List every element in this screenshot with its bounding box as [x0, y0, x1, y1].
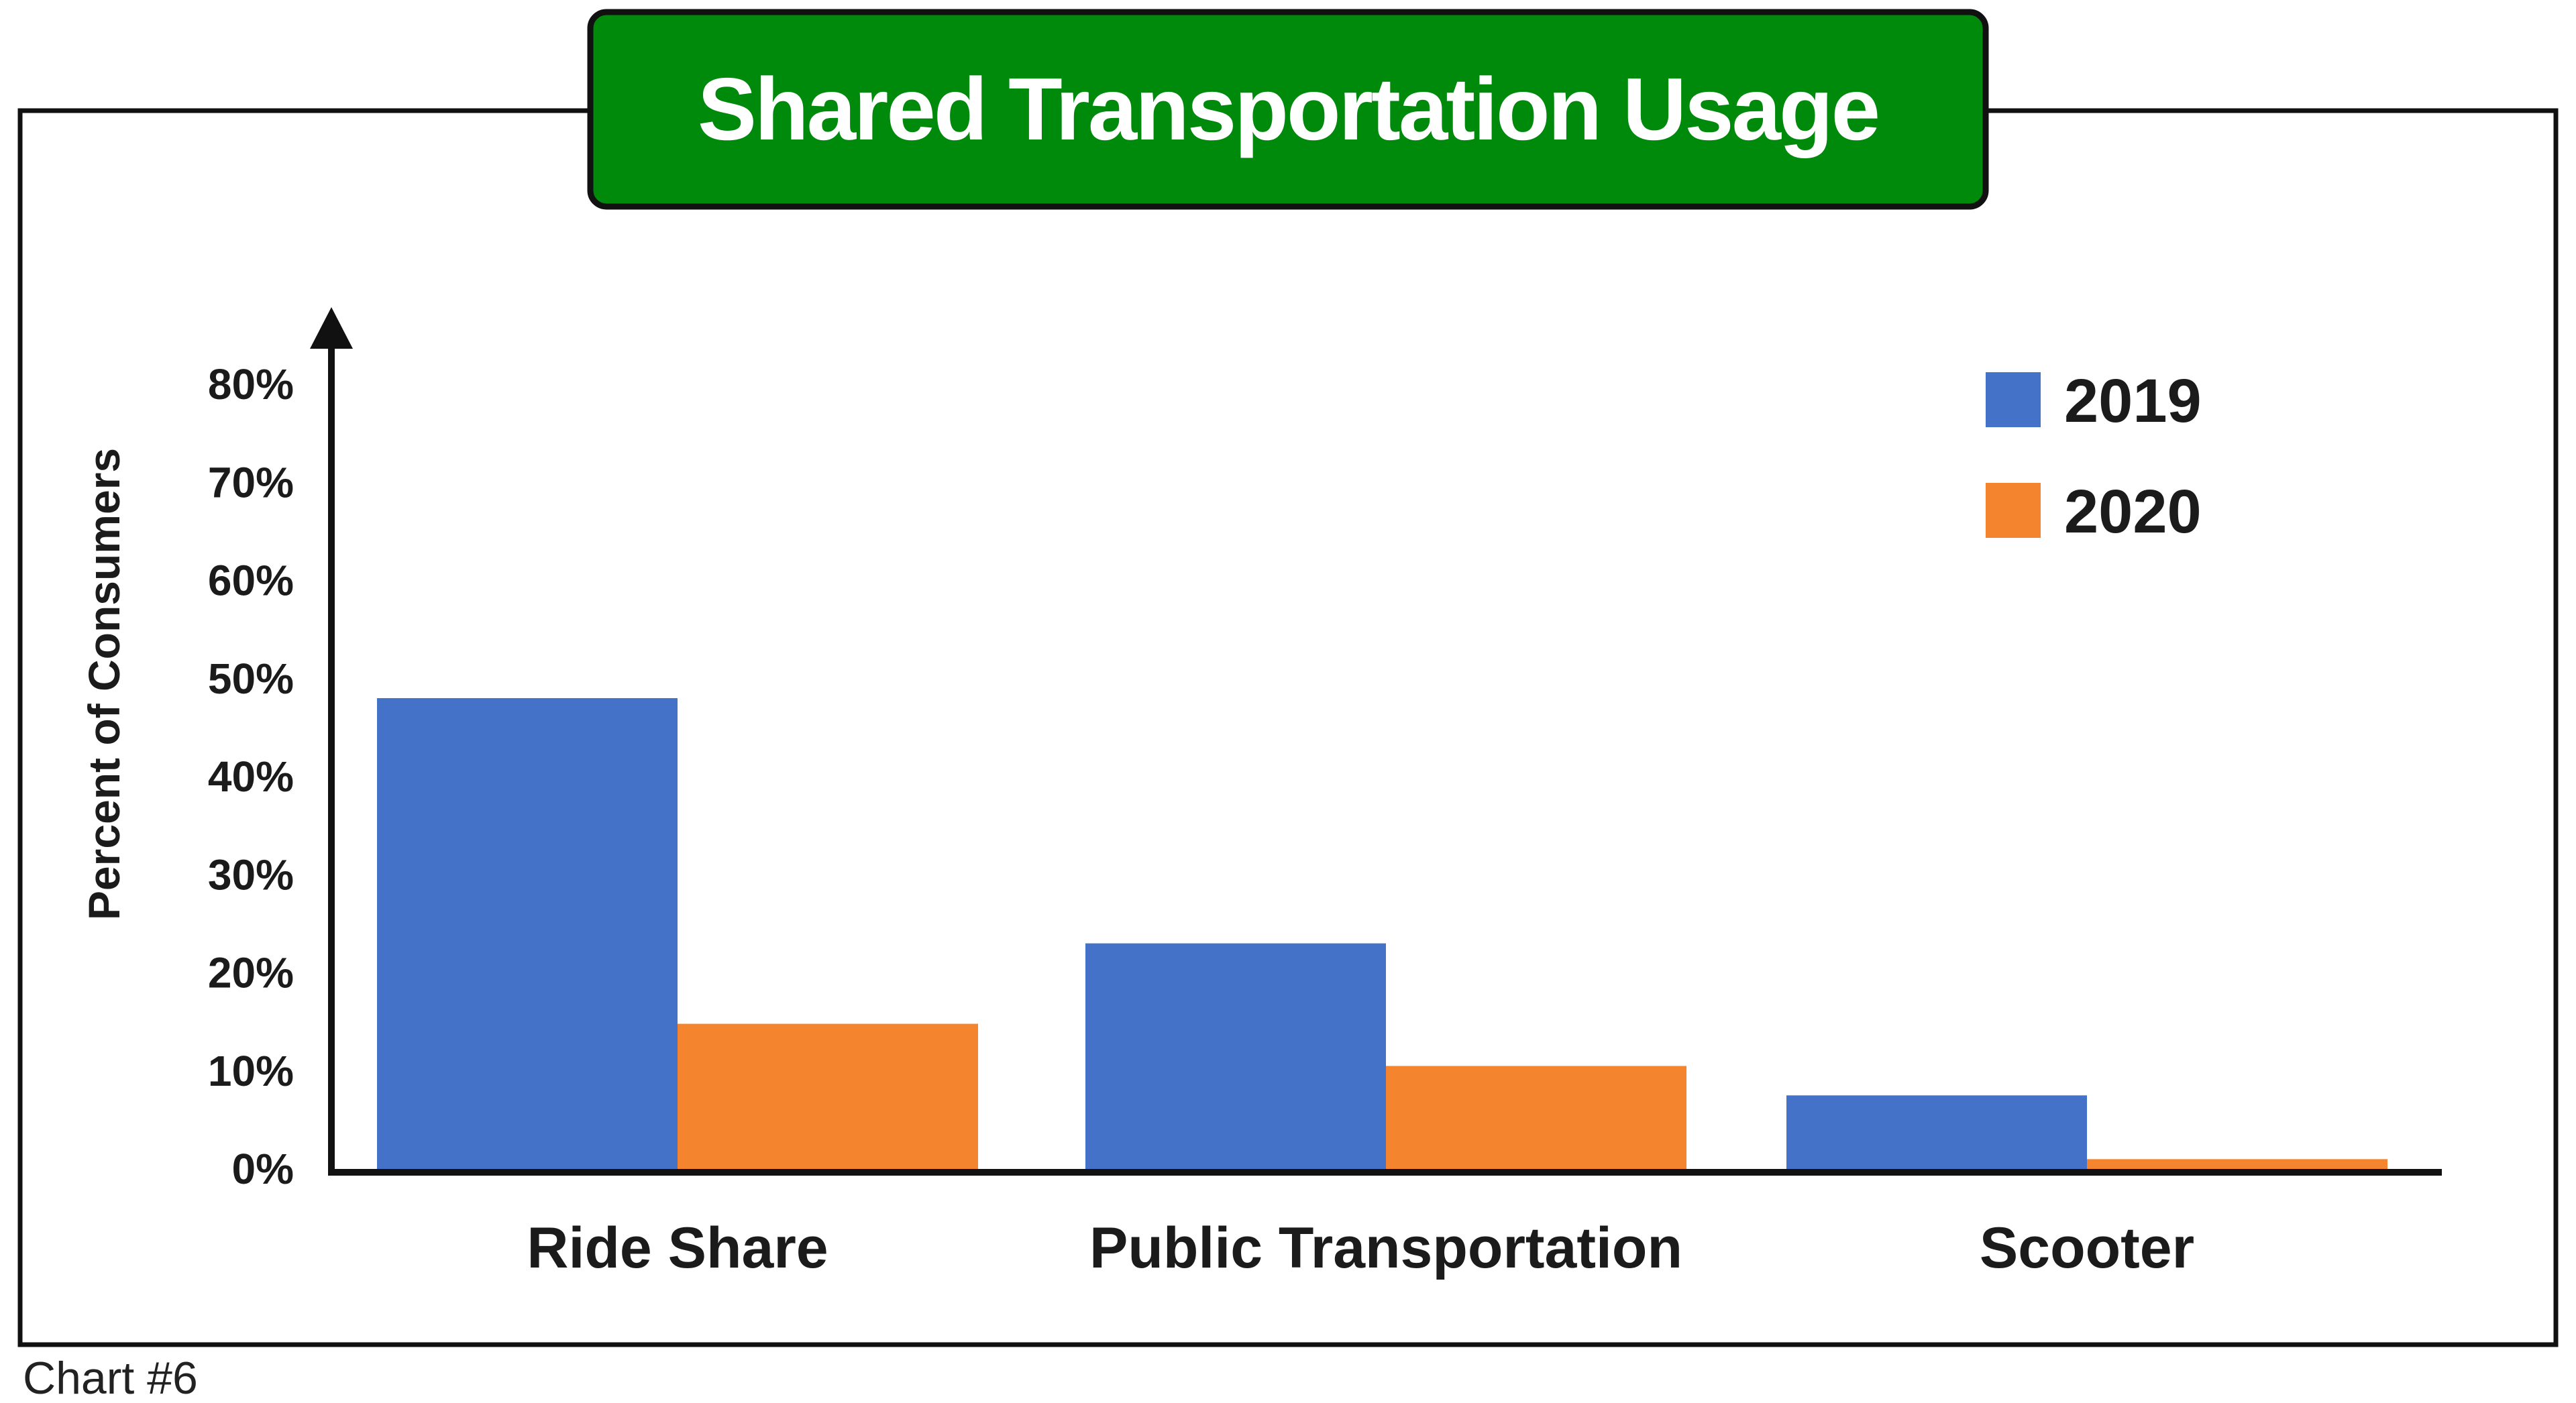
bar-2020-ride-share: [678, 1023, 978, 1169]
y-tick-label: 0%: [232, 1145, 294, 1193]
axes: [310, 307, 2442, 1176]
category-label: Public Transportation: [1089, 1216, 1682, 1280]
y-tick-label: 40%: [208, 752, 294, 801]
title-banner: Shared Transportation Usage: [587, 9, 1989, 210]
bar-2019-public-transportation: [1085, 943, 1386, 1169]
y-tick-label: 50%: [208, 655, 294, 703]
bar-2020-scooter: [2087, 1159, 2387, 1169]
title-box: [587, 9, 1989, 210]
legend-swatch-2019: [1986, 372, 2041, 427]
category-label: Scooter: [1980, 1216, 2194, 1280]
legend-label-2019: 2019: [2064, 367, 2202, 435]
y-tick-label: 10%: [208, 1047, 294, 1095]
y-tick-label: 80%: [208, 360, 294, 408]
y-tick-label: 70%: [208, 458, 294, 506]
y-axis-label: Percent of Consumers: [79, 448, 129, 920]
legend: 2019 2020: [1986, 367, 2202, 546]
bar-2019-scooter: [1786, 1095, 2087, 1169]
bars: [377, 698, 2387, 1169]
y-tick-label: 30%: [208, 850, 294, 899]
y-axis-arrow: [310, 307, 353, 349]
y-tick-labels: 0% 10% 20% 30% 40% 50% 60% 70% 80%: [208, 360, 294, 1193]
category-labels: Ride Share Public Transportation Scooter: [527, 1216, 2194, 1280]
bar-2020-public-transportation: [1386, 1066, 1686, 1169]
legend-swatch-2020: [1986, 483, 2041, 538]
legend-label-2020: 2020: [2064, 478, 2202, 546]
chart-caption: Chart #6: [23, 1353, 198, 1403]
category-label: Ride Share: [527, 1216, 828, 1280]
y-tick-label: 20%: [208, 949, 294, 997]
y-tick-label: 60%: [208, 557, 294, 605]
bar-2019-ride-share: [377, 698, 678, 1169]
chart-title: Shared Transportation Usage: [698, 60, 1878, 158]
